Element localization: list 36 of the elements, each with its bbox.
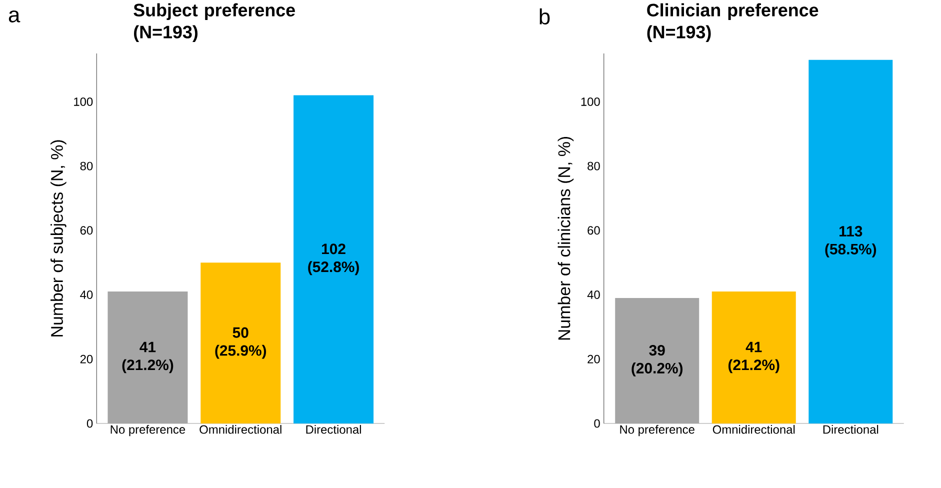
y-tick-label: 20 [588, 354, 600, 364]
data-label: 113 (58.5%) [825, 226, 876, 258]
text: b [540, 8, 550, 25]
y-tick-label: 0 [86, 419, 93, 428]
x-tick-label: No preference [110, 425, 186, 436]
y-axis-title: Number of subjects (N, %) [50, 140, 66, 336]
y-tick-label: 100 [74, 98, 93, 106]
data-label: 39 (20.2%) [632, 345, 683, 377]
y-tick-label: 40 [80, 290, 93, 300]
y-tick-label: 80 [588, 162, 600, 170]
bar [108, 292, 188, 424]
bar [615, 298, 700, 424]
y-tick-label: 60 [80, 226, 93, 235]
x-tick-label: No preference [620, 425, 694, 436]
y-tick-label: 60 [588, 226, 600, 235]
y-tick-label: 20 [80, 354, 93, 364]
data-label: 50 (25.9%) [215, 327, 266, 359]
x-tick-label: Directional [306, 425, 361, 434]
bar [200, 262, 281, 424]
data-label: 41 (21.2%) [728, 342, 780, 374]
x-tick-label: Omnidirectional [712, 425, 795, 434]
y-tick-label: 100 [581, 98, 600, 106]
y-tick-label: 40 [587, 290, 600, 300]
bar [808, 60, 893, 424]
y-tick-label: 0 [594, 419, 600, 428]
x-tick-label: Omnidirectional [200, 425, 282, 434]
y-tick-label: 80 [80, 162, 93, 170]
chart-title: Subject preference (N=193) [134, 3, 295, 42]
bar [712, 292, 796, 424]
bar [294, 95, 374, 424]
data-label: 102 (52.8%) [308, 244, 359, 276]
data-label: 41 (21.2%) [122, 342, 174, 374]
x-tick-label: Directional [823, 425, 878, 434]
y-axis-title: Number of clinicians (N, %) [558, 137, 574, 340]
chart-title: Clinician preference (N=193) [647, 3, 818, 42]
text: a [8, 10, 20, 23]
